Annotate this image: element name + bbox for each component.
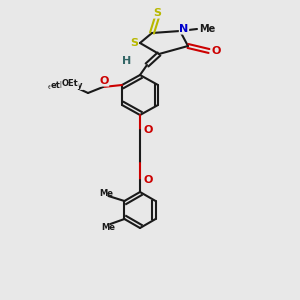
Text: O: O bbox=[99, 76, 109, 86]
Text: S: S bbox=[130, 38, 138, 48]
Text: S: S bbox=[153, 8, 161, 18]
Text: O: O bbox=[211, 46, 221, 56]
Text: Me: Me bbox=[199, 24, 215, 34]
Text: ethoxy: ethoxy bbox=[48, 84, 72, 90]
Text: ethoxy: ethoxy bbox=[51, 80, 83, 89]
Text: N: N bbox=[179, 24, 189, 34]
Text: OEt: OEt bbox=[67, 84, 70, 85]
Text: OEt: OEt bbox=[61, 80, 78, 88]
Text: Me: Me bbox=[99, 188, 113, 197]
Text: O: O bbox=[143, 125, 153, 135]
Text: O: O bbox=[143, 175, 153, 185]
Text: H: H bbox=[122, 56, 132, 66]
Text: Me: Me bbox=[101, 223, 116, 232]
